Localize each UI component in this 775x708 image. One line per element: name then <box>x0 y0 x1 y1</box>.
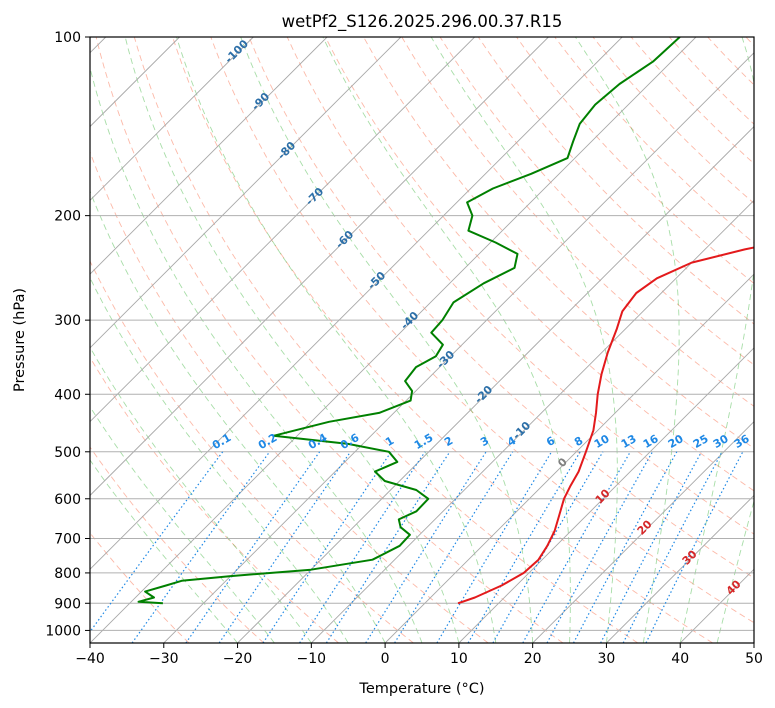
isotherm-line <box>606 494 754 643</box>
mixing-ratio-line <box>365 451 487 643</box>
y-tick-label: 100 <box>54 30 81 46</box>
dry-adiabat <box>90 446 265 643</box>
plot-frame <box>89 36 755 644</box>
dry-adiabat <box>401 37 754 407</box>
x-tick-label: −30 <box>149 651 179 667</box>
x-tick-label: 40 <box>671 651 689 667</box>
moist-adiabat <box>575 37 680 643</box>
y-tick-label: 900 <box>54 596 81 612</box>
moist-adiabat <box>90 190 386 643</box>
x-tick-label: 30 <box>598 651 616 667</box>
x-tick-label: −20 <box>223 651 253 667</box>
x-axis-title: Temperature (°C) <box>358 681 484 697</box>
isotherm-line <box>311 199 754 643</box>
moist-adiabat <box>240 37 534 643</box>
isotherm-line <box>90 37 475 423</box>
background-line-layer <box>90 37 754 643</box>
dry-adiabat <box>90 260 414 643</box>
dry-adiabat <box>630 37 754 165</box>
dry-adiabat <box>324 37 754 492</box>
chart-title: wetPf2_S126.2025.296.00.37.R15 <box>282 12 563 32</box>
mixing-ratio-line <box>436 451 553 643</box>
x-tick-label: 50 <box>745 651 763 667</box>
y-tick-label: 500 <box>54 445 81 461</box>
x-tick-label: 0 <box>381 651 390 667</box>
x-tick-label: 10 <box>450 651 468 667</box>
moist-adiabat <box>90 459 238 643</box>
mixing-ratio-line <box>218 451 351 643</box>
dry-adiabat <box>248 37 754 579</box>
mixing-ratio-line <box>522 451 631 643</box>
isotherm-line <box>90 37 623 570</box>
moist-adiabat <box>430 37 618 643</box>
mixing-ratio-line <box>394 451 514 643</box>
y-tick-label: 1000 <box>45 623 81 639</box>
y-tick-label: 600 <box>54 492 81 508</box>
y-axis-title: Pressure (hPa) <box>12 288 28 392</box>
mixing-ratio-line <box>325 451 451 643</box>
isotherm-line <box>90 37 328 275</box>
moist-adiabat <box>679 37 754 643</box>
x-axis: −40 −30 −20 −10 0 10 20 30 40 50 <box>75 643 763 667</box>
dry-adiabat <box>516 37 754 284</box>
mixing-ratio-line <box>546 451 654 643</box>
isotherm-line <box>90 37 254 201</box>
x-tick-label: −40 <box>75 651 105 667</box>
y-tick-label: 800 <box>54 566 81 582</box>
mixing-ratio-line <box>572 451 678 643</box>
moist-adiabat <box>90 406 275 643</box>
y-axis: 100 200 300 400 500 600 700 800 900 1000 <box>45 30 90 639</box>
mixing-ratio-line <box>185 451 321 643</box>
moist-adiabat <box>90 276 349 643</box>
dry-adiabat <box>95 37 564 643</box>
isotherm-line <box>90 37 549 497</box>
y-tick-label: 200 <box>54 209 81 225</box>
series-layer <box>137 37 754 605</box>
mixing-ratio-line <box>131 451 271 643</box>
isotherm-line <box>90 37 697 643</box>
dry-adiabat <box>133 37 639 643</box>
x-tick-label: −10 <box>297 651 327 667</box>
moist-adiabat <box>716 499 754 643</box>
isotherm-line <box>237 125 754 643</box>
y-tick-label: 300 <box>54 313 81 329</box>
moist-adiabat <box>90 65 423 643</box>
dewpoint-profile <box>137 37 681 605</box>
x-tick-label: 20 <box>524 651 542 667</box>
moist-adiabat <box>322 37 571 643</box>
y-tick-label: 700 <box>54 532 81 548</box>
isotherm-line <box>532 421 754 643</box>
temperature-profile <box>457 246 754 605</box>
isotherm-line <box>90 37 402 349</box>
isotherm-line <box>458 347 754 643</box>
y-tick-label: 400 <box>54 387 81 403</box>
isotherm-line <box>384 273 754 643</box>
moist-adiabat <box>176 37 497 643</box>
isotherm-line <box>163 52 754 643</box>
mixing-ratio-line <box>492 451 604 643</box>
dry-adiabat <box>210 37 754 624</box>
mixing-ratio-line <box>467 451 581 643</box>
moist-adiabat <box>124 37 460 643</box>
